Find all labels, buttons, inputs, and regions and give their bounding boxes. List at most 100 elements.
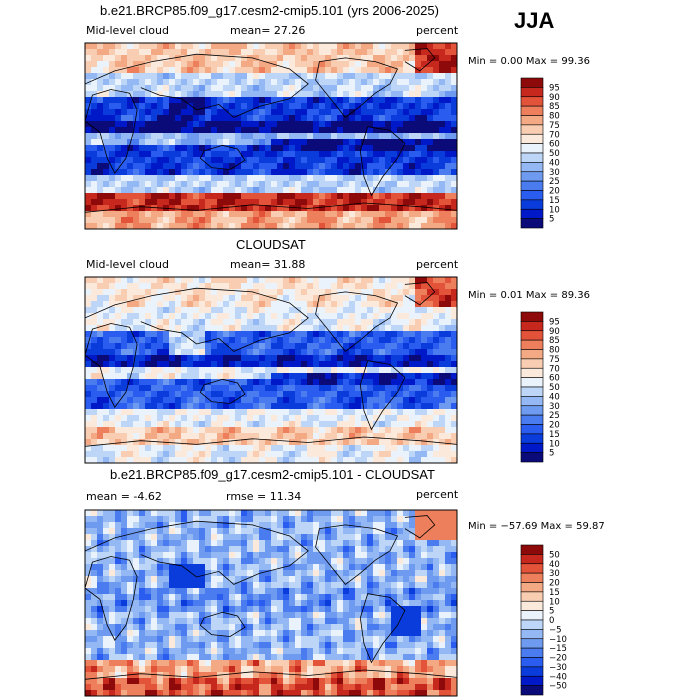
- map-cell: [409, 421, 416, 428]
- map-cell: [439, 325, 446, 332]
- map-cell: [433, 570, 440, 577]
- map-cell: [85, 564, 92, 571]
- map-cell: [121, 283, 128, 290]
- map-cell: [109, 540, 116, 547]
- map-cell: [343, 415, 350, 422]
- map-cell: [271, 301, 278, 308]
- map-cell: [151, 211, 158, 218]
- map-cell: [151, 295, 158, 302]
- map-cell: [103, 361, 110, 368]
- map-cell: [415, 217, 422, 224]
- map-cell: [115, 175, 122, 182]
- map-cell: [445, 217, 452, 224]
- map-cell: [115, 331, 122, 338]
- map-cell: [265, 409, 272, 416]
- map-cell: [169, 540, 176, 547]
- map-cell: [409, 49, 416, 56]
- map-cell: [235, 409, 242, 416]
- map-cell: [199, 546, 206, 553]
- map-cell: [361, 205, 368, 212]
- map-cell: [409, 391, 416, 398]
- map-cell: [379, 175, 386, 182]
- map-cell: [91, 199, 98, 206]
- map-cell: [289, 433, 296, 440]
- panel-1-title: b.e21.BRCP85.f09_g17.cesm2-cmip5.101 (yr…: [100, 3, 439, 18]
- map-cell: [385, 415, 392, 422]
- map-cell: [85, 211, 92, 218]
- map-cell: [289, 199, 296, 206]
- map-cell: [265, 546, 272, 553]
- map-cell: [199, 121, 206, 128]
- map-cell: [427, 55, 434, 62]
- map-cell: [229, 594, 236, 601]
- map-cell: [427, 199, 434, 206]
- map-cell: [313, 121, 320, 128]
- map-cell: [391, 570, 398, 577]
- map-cell: [223, 403, 230, 410]
- map-cell: [235, 421, 242, 428]
- map-cell: [253, 355, 260, 362]
- map-cell: [253, 594, 260, 601]
- map-cell: [271, 594, 278, 601]
- map-cell: [211, 397, 218, 404]
- map-cell: [361, 337, 368, 344]
- map-cell: [205, 570, 212, 577]
- panel-1-left-label: Mid-level cloud: [86, 24, 169, 37]
- map-cell: [193, 187, 200, 194]
- map-cell: [229, 55, 236, 62]
- map-cell: [217, 361, 224, 368]
- map-cell: [121, 445, 128, 452]
- map-cell: [307, 313, 314, 320]
- map-cell: [427, 133, 434, 140]
- map-cell: [115, 397, 122, 404]
- map-cell: [133, 373, 140, 380]
- map-cell: [295, 151, 302, 158]
- map-cell: [427, 205, 434, 212]
- map-cell: [415, 91, 422, 98]
- map-cell: [163, 367, 170, 374]
- map-cell: [373, 540, 380, 547]
- map-cell: [355, 415, 362, 422]
- map-cell: [223, 49, 230, 56]
- map-cell: [205, 415, 212, 422]
- map-cell: [367, 61, 374, 68]
- map-cell: [391, 301, 398, 308]
- map-cell: [439, 421, 446, 428]
- map-cell: [337, 540, 344, 547]
- map-cell: [409, 337, 416, 344]
- panel-3-left-label: mean = -4.62: [86, 490, 162, 503]
- map-cell: [133, 451, 140, 458]
- map-cell: [127, 61, 134, 68]
- map-cell: [265, 337, 272, 344]
- map-cell: [115, 79, 122, 86]
- map-cell: [271, 385, 278, 392]
- map-cell: [163, 612, 170, 619]
- map-cell: [433, 289, 440, 296]
- map-cell: [199, 355, 206, 362]
- map-cell: [343, 79, 350, 86]
- map-cell: [91, 103, 98, 110]
- map-cell: [349, 415, 356, 422]
- map-cell: [445, 277, 452, 284]
- map-cell: [307, 307, 314, 314]
- map-cell: [241, 49, 248, 56]
- map-cell: [169, 295, 176, 302]
- map-cell: [193, 373, 200, 380]
- map-cell: [283, 205, 290, 212]
- map-cell: [229, 295, 236, 302]
- map-cell: [445, 391, 452, 398]
- map-cell: [409, 187, 416, 194]
- map-cell: [169, 199, 176, 206]
- map-cell: [307, 187, 314, 194]
- map-cell: [175, 163, 182, 170]
- map-cell: [241, 199, 248, 206]
- map-cell: [421, 301, 428, 308]
- map-cell: [319, 367, 326, 374]
- map-cell: [121, 301, 128, 308]
- map-cell: [133, 564, 140, 571]
- map-cell: [253, 157, 260, 164]
- map-cell: [409, 175, 416, 182]
- map-cell: [157, 385, 164, 392]
- map-cell: [85, 61, 92, 68]
- map-cell: [271, 109, 278, 116]
